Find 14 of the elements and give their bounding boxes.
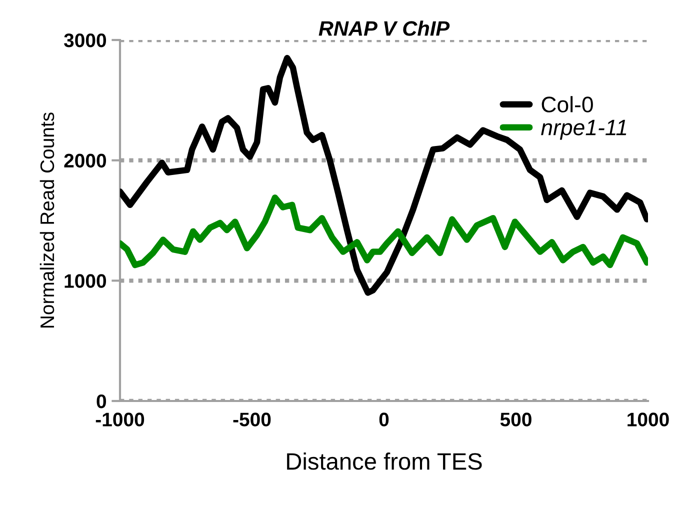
y-tick-label: 3000 bbox=[64, 33, 106, 48]
y-tick-label: 1000 bbox=[64, 274, 106, 288]
x-tick-label: -500 bbox=[233, 412, 271, 426]
x-tick-label: -1000 bbox=[96, 412, 144, 426]
x-tick-label: 500 bbox=[500, 412, 532, 426]
x-tick-label: 0 bbox=[379, 412, 389, 426]
y-tick-label: 0 bbox=[96, 394, 106, 408]
x-tick-label: 1000 bbox=[628, 412, 669, 426]
y-axis-title: Normalized Read Counts bbox=[40, 112, 54, 328]
legend-label: Col-0 bbox=[542, 96, 593, 112]
legend-label: nrpe1-11 bbox=[541, 120, 626, 140]
chart-title: RNAP V ChIP bbox=[318, 20, 450, 36]
x-axis-title: Distance from TES bbox=[287, 452, 482, 470]
y-tick-label: 2000 bbox=[64, 154, 106, 168]
